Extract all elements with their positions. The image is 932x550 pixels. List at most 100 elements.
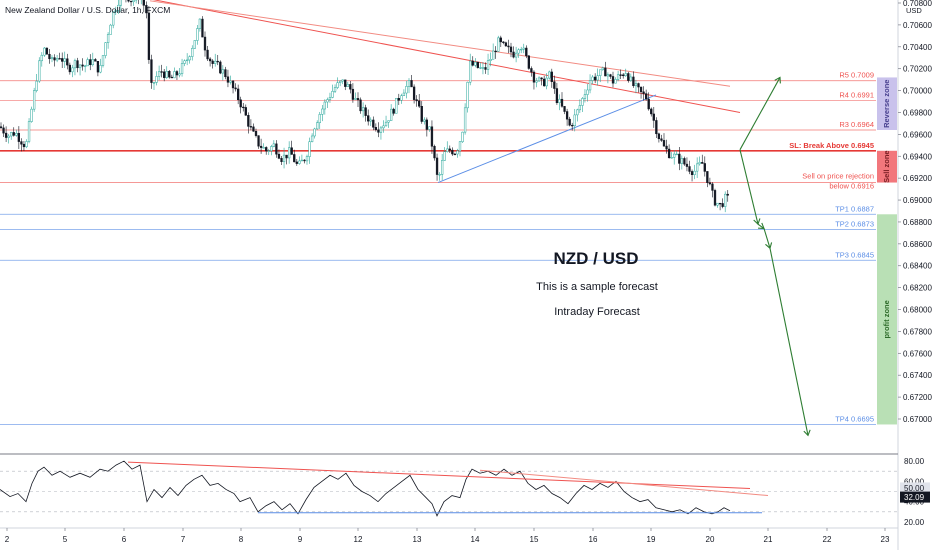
candle-body[interactable] (701, 162, 704, 164)
candle-body[interactable] (397, 98, 400, 101)
candle-body[interactable] (433, 146, 436, 159)
candle-body[interactable] (614, 79, 617, 84)
candle-body[interactable] (497, 37, 500, 52)
candle-body[interactable] (367, 115, 370, 122)
candle-body[interactable] (249, 126, 253, 128)
candle-body[interactable] (78, 64, 82, 69)
candle-body[interactable] (328, 97, 332, 100)
candle-body[interactable] (40, 54, 43, 62)
candle-body[interactable] (341, 79, 344, 82)
candle-body[interactable] (280, 158, 283, 162)
candle-body[interactable] (568, 118, 571, 126)
indicator-trendline-0[interactable] (127, 461, 751, 489)
candle-body[interactable] (509, 46, 513, 53)
candle-body[interactable] (89, 59, 92, 66)
candle-body[interactable] (627, 73, 630, 81)
candle-body[interactable] (48, 53, 51, 60)
candle-body[interactable] (147, 12, 151, 60)
candle-body[interactable] (106, 34, 110, 43)
candle-body[interactable] (571, 124, 574, 127)
candle-body[interactable] (247, 115, 250, 127)
candle-body[interactable] (66, 58, 69, 66)
candle-body[interactable] (591, 76, 594, 81)
candle-body[interactable] (191, 48, 194, 57)
candle-body[interactable] (242, 106, 245, 109)
candle-body[interactable] (298, 160, 301, 164)
candle-body[interactable] (512, 51, 515, 58)
candle-body[interactable] (344, 79, 347, 87)
candle-body[interactable] (336, 82, 339, 88)
candle-body[interactable] (30, 108, 33, 122)
candle-body[interactable] (594, 76, 597, 81)
candle-body[interactable] (435, 157, 439, 175)
candle-body[interactable] (293, 154, 296, 163)
candle-body[interactable] (555, 88, 559, 104)
candle-body[interactable] (20, 141, 23, 145)
candle-body[interactable] (476, 61, 480, 68)
candle-body[interactable] (420, 106, 423, 122)
candle-body[interactable] (499, 37, 502, 43)
candle-body[interactable] (354, 98, 357, 100)
candle-body[interactable] (55, 58, 59, 61)
candle-body[interactable] (321, 108, 324, 115)
candle-body[interactable] (119, 0, 122, 6)
candle-body[interactable] (471, 60, 474, 66)
candle-body[interactable] (718, 202, 722, 205)
candle-body[interactable] (331, 90, 334, 98)
candle-body[interactable] (316, 122, 319, 130)
candle-body[interactable] (596, 75, 599, 81)
candle-body[interactable] (180, 63, 184, 74)
candle-body[interactable] (448, 148, 451, 151)
main-pane[interactable] (0, 0, 898, 452)
candle-body[interactable] (415, 99, 418, 102)
candle-body[interactable] (313, 128, 316, 137)
candle-body[interactable] (99, 65, 102, 73)
candle-body[interactable] (693, 170, 696, 175)
candle-body[interactable] (560, 98, 564, 107)
candle-body[interactable] (374, 127, 378, 131)
candle-body[interactable] (583, 94, 587, 99)
candle-body[interactable] (492, 50, 495, 60)
candle-body[interactable] (364, 107, 367, 116)
candle-body[interactable] (650, 108, 653, 115)
candle-body[interactable] (504, 42, 508, 47)
trendline-1[interactable] (437, 94, 657, 184)
candle-body[interactable] (550, 71, 553, 82)
candle-body[interactable] (219, 61, 222, 74)
candle-body[interactable] (17, 133, 21, 142)
candle-body[interactable] (660, 138, 663, 141)
candle-body[interactable] (267, 150, 270, 152)
candle-body[interactable] (226, 76, 230, 83)
candle-body[interactable] (372, 119, 375, 128)
candle-body[interactable] (369, 119, 372, 122)
candle-body[interactable] (201, 18, 204, 38)
candle-body[interactable] (351, 88, 355, 100)
candle-body[interactable] (637, 83, 640, 88)
candle-body[interactable] (474, 61, 477, 66)
candle-body[interactable] (469, 60, 472, 83)
candle-body[interactable] (418, 100, 421, 107)
candle-body[interactable] (400, 95, 403, 101)
candle-body[interactable] (706, 171, 709, 183)
candle-body[interactable] (229, 80, 232, 83)
candle-body[interactable] (356, 98, 360, 101)
candle-body[interactable] (84, 65, 87, 67)
candle-body[interactable] (303, 159, 306, 162)
candle-body[interactable] (275, 143, 278, 155)
candle-body[interactable] (395, 98, 398, 114)
candle-body[interactable] (96, 61, 100, 73)
candle-body[interactable] (282, 154, 286, 162)
candle-body[interactable] (33, 90, 36, 110)
candle-body[interactable] (683, 158, 686, 165)
candle-body[interactable] (578, 105, 582, 111)
candle-body[interactable] (104, 42, 107, 56)
candle-body[interactable] (252, 126, 255, 132)
candle-body[interactable] (290, 147, 293, 155)
candle-body[interactable] (708, 182, 712, 185)
candle-body[interactable] (318, 114, 321, 123)
candle-body[interactable] (150, 59, 153, 83)
candle-body[interactable] (711, 183, 714, 191)
candle-body[interactable] (463, 107, 467, 133)
candle-body[interactable] (667, 148, 671, 158)
